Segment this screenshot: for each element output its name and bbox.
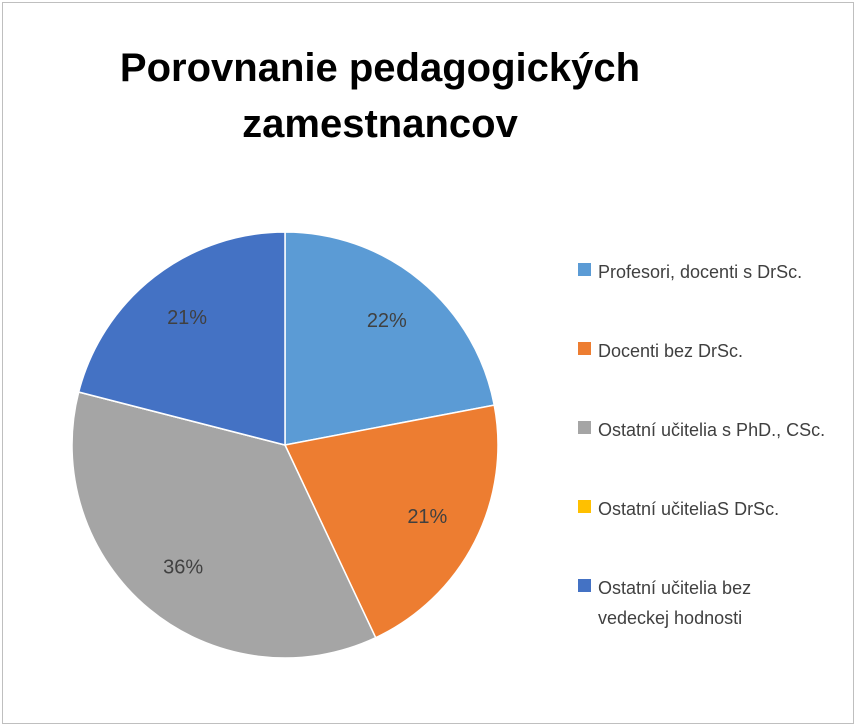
legend-label: Ostatní učitelia s PhD., CSc. (598, 420, 826, 440)
legend-swatch (578, 500, 591, 513)
chart-title: Porovnanie pedagogických zamestnancov (119, 46, 641, 146)
legend-label: Profesori, docenti s DrSc. (598, 262, 803, 282)
pie-slice (77, 231, 286, 446)
pie-slice (283, 404, 499, 639)
data-label: 21% (407, 506, 447, 528)
data-label: 36% (163, 556, 203, 578)
data-label: 22% (367, 310, 407, 332)
legend-label: Ostatní učitelia bez vedeckej hodnosti (598, 578, 752, 628)
pie-slice (284, 231, 496, 446)
legend-swatch (578, 421, 591, 434)
legend-swatch (578, 342, 591, 355)
pie-slice (71, 391, 377, 659)
legend-label: Ostatní učiteliaS DrSc. (598, 499, 780, 519)
legend-swatch (578, 263, 591, 276)
data-label: 21% (167, 307, 207, 329)
legend-label: Docenti bez DrSc. (598, 341, 744, 361)
legend-swatch (578, 579, 591, 592)
